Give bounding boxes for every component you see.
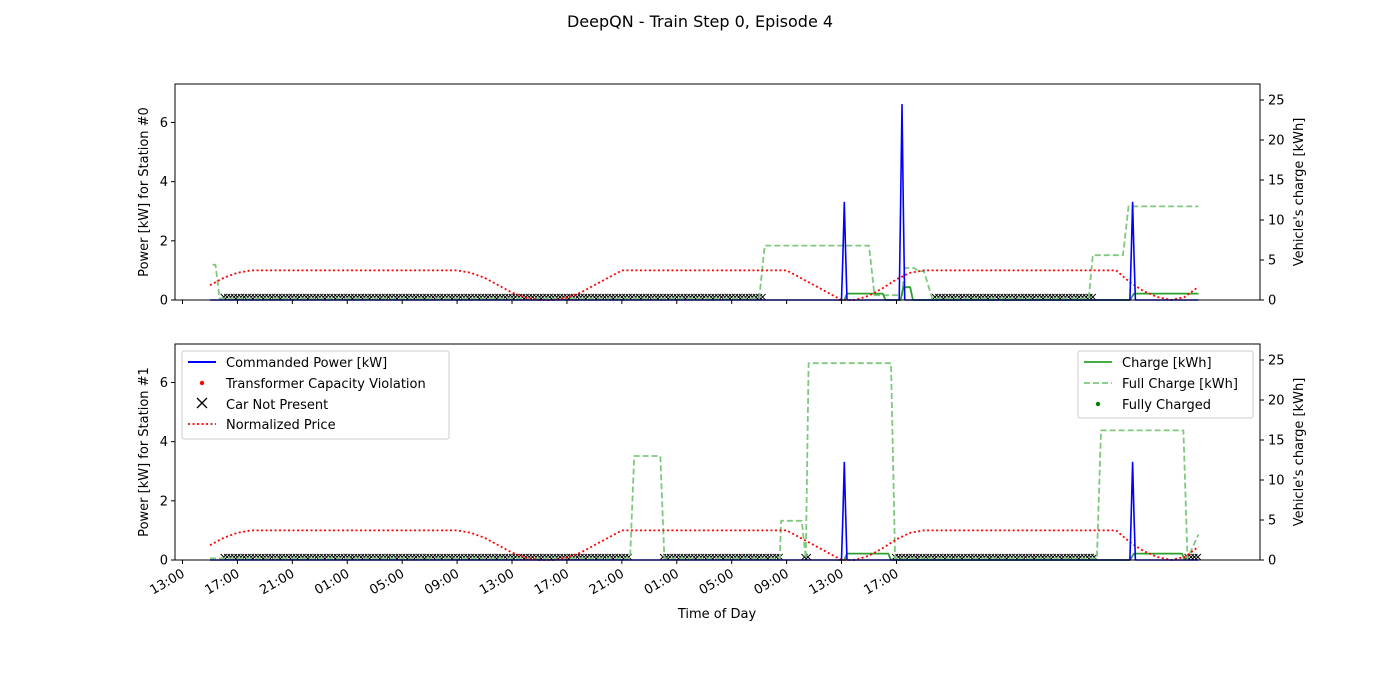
left-axis-label-station-0: Power [kW] for Station #0	[137, 107, 152, 277]
series-normalized-price-line	[209, 529, 1200, 561]
right-axis-label-station-1: Vehicle's charge [kWh]	[1292, 378, 1307, 527]
car-not-present-marker	[759, 293, 766, 301]
right-y-tick-label: 0	[1268, 554, 1276, 569]
legend-car-not-present-label: Car Not Present	[226, 398, 328, 413]
left-axis-label-station-1: Power [kW] for Station #1	[137, 367, 152, 537]
legend-left-box	[181, 350, 450, 440]
right-y-tick-label: 25	[1268, 94, 1285, 109]
series-full-charge-line	[212, 205, 1199, 300]
series-normalized-price-line	[209, 269, 1200, 301]
right-y-tick-label: 25	[1268, 354, 1285, 369]
right-y-tick-label: 10	[1268, 214, 1285, 229]
legend-full-charge-label: Full Charge [kWh]	[1122, 377, 1238, 392]
legend-violation-label: Transformer Capacity Violation	[225, 377, 426, 392]
car-not-present-marker	[1089, 293, 1097, 301]
panel-station-0-frame	[174, 83, 1261, 301]
left-y-tick-label: 0	[160, 554, 168, 569]
series-commanded-power-line	[210, 103, 1199, 301]
left-y-tick-label: 6	[160, 376, 168, 391]
panel-station-1-frame	[174, 343, 1261, 561]
panel-station-0-ticks: 0 2 4 6 0 5 10 15 20 25	[160, 94, 1285, 309]
series-full-charge-line	[210, 362, 1200, 560]
right-y-tick-label: 20	[1268, 134, 1285, 149]
panel-station-0-data	[209, 103, 1200, 301]
right-y-tick-label: 0	[1268, 294, 1276, 309]
right-y-tick-label: 5	[1268, 254, 1276, 269]
left-y-tick-label: 6	[160, 116, 168, 131]
left-y-tick-label: 4	[160, 435, 168, 450]
left-y-tick-label: 2	[160, 494, 168, 509]
figure-title: DeepQN - Train Step 0, Episode 4	[567, 12, 833, 31]
right-y-tick-label: 15	[1268, 434, 1285, 449]
legend-car-not-present-swatch	[196, 397, 208, 409]
legend-violation-swatch	[199, 380, 205, 386]
car-not-present-marker	[1194, 553, 1202, 561]
right-y-tick-label: 20	[1268, 394, 1285, 409]
legend-right-box	[1077, 350, 1254, 419]
legend-right: Charge [kWh] Full Charge [kWh] Fully Cha…	[1077, 350, 1254, 419]
right-axis-label-station-0: Vehicle's charge [kWh]	[1292, 118, 1307, 267]
left-y-tick-label: 4	[160, 175, 168, 190]
right-y-tick-label: 5	[1268, 514, 1276, 529]
legend-left: Commanded Power [kW] Transformer Capacit…	[181, 350, 450, 440]
legend-commanded-power-label: Commanded Power [kW]	[226, 356, 387, 371]
left-y-tick-label: 2	[160, 234, 168, 249]
legend-fully-charged-swatch	[1095, 401, 1101, 407]
left-y-tick-label: 0	[160, 294, 168, 309]
legend-fully-charged-label: Fully Charged	[1122, 398, 1211, 413]
right-y-tick-label: 10	[1268, 474, 1285, 489]
right-y-tick-label: 15	[1268, 174, 1285, 189]
panel-station-0: 0 2 4 6 0 5 10 15 20 25 Power [kW] for Station #0…	[137, 83, 1307, 309]
x-axis-label: Time of Day	[677, 607, 757, 622]
legend-charge-label: Charge [kWh]	[1122, 356, 1212, 371]
legend-price-label: Normalized Price	[226, 418, 336, 433]
